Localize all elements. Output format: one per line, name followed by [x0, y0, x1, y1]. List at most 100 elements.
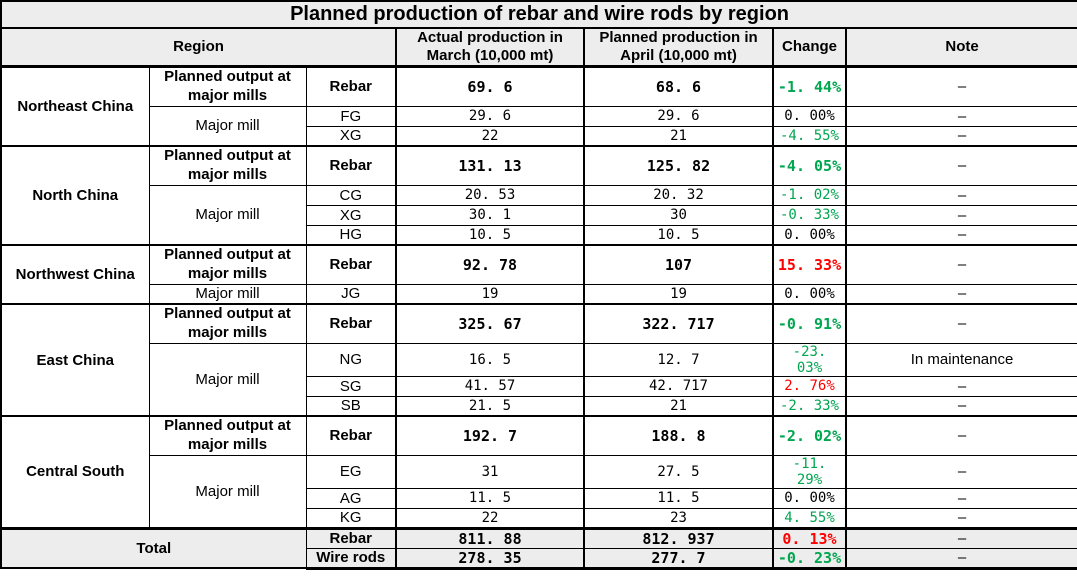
table-row: Major mill CG 20. 53 20. 32 -1. 02% –	[1, 184, 1077, 246]
header-march: Actual production in March (10,000 mt)	[395, 27, 585, 68]
mill-code: AG	[305, 487, 397, 509]
change-value: -2. 02%	[772, 415, 847, 456]
category-label: Planned output at major mills	[148, 303, 307, 344]
region-name: North China	[0, 145, 150, 246]
product-label: Rebar	[305, 65, 397, 107]
product-label: Rebar	[305, 415, 397, 456]
change-value: -4. 55%	[772, 125, 847, 147]
march-value: 69. 6	[395, 65, 585, 107]
march-value: 10. 5	[395, 224, 585, 246]
table-row: Central South Planned output at major mi…	[0, 415, 1077, 529]
april-value: 812. 937	[583, 526, 774, 549]
mill-code: XG	[305, 204, 397, 226]
region-name: Northwest China	[0, 244, 150, 305]
note-value: –	[844, 415, 1077, 456]
category-label: Major mill	[148, 184, 307, 246]
change-value: -2. 33%	[772, 395, 847, 417]
table-row: Major mill EG 31 27. 5 -11. 29% –	[1, 454, 1077, 529]
change-value: 0. 00%	[772, 283, 847, 305]
march-value: 325. 67	[395, 303, 585, 344]
mill-code: CG	[305, 184, 397, 206]
production-table: Planned production of rebar and wire rod…	[0, 0, 1077, 570]
note-value: –	[844, 283, 1077, 305]
note-value: –	[844, 526, 1077, 549]
note-value: In maintenance	[844, 342, 1077, 377]
mill-code: FG	[305, 105, 397, 127]
march-value: 31	[395, 454, 585, 489]
mill-code: EG	[305, 454, 397, 489]
change-value: 4. 55%	[772, 507, 847, 529]
table-row: HG 10. 5 10. 5 0. 00% –	[1, 224, 1077, 246]
note-value: –	[844, 454, 1077, 489]
march-value: 811. 88	[395, 526, 585, 549]
mill-code: SB	[305, 395, 397, 417]
april-value: 125. 82	[583, 145, 774, 186]
change-value: -4. 05%	[772, 145, 847, 186]
march-value: 30. 1	[395, 204, 585, 226]
change-value: -23. 03%	[772, 342, 847, 377]
mill-code: KG	[305, 507, 397, 529]
table-row: Major mill JG 19 19 0. 00% –	[1, 283, 1077, 305]
change-value: 0. 13%	[772, 526, 847, 549]
april-value: 12. 7	[583, 342, 774, 377]
total-product-label: Rebar	[305, 526, 397, 549]
change-value: 0. 00%	[772, 224, 847, 246]
product-label: Rebar	[305, 145, 397, 186]
march-value: 11. 5	[395, 487, 585, 509]
march-value: 19	[395, 283, 585, 305]
note-value: –	[844, 244, 1077, 285]
category-label: Planned output at major mills	[148, 244, 307, 285]
product-label: Rebar	[305, 303, 397, 344]
april-value: 27. 5	[583, 454, 774, 489]
mill-code: NG	[305, 342, 397, 377]
table-row: SB 21. 5 21 -2. 33% –	[1, 395, 1077, 417]
note-value: –	[844, 204, 1077, 226]
april-value: 188. 8	[583, 415, 774, 456]
table-row: Northeast China Planned output at major …	[0, 65, 1077, 147]
note-value: –	[844, 547, 1077, 570]
mill-code: XG	[305, 125, 397, 147]
category-label: Major mill	[148, 454, 307, 529]
march-value: 192. 7	[395, 415, 585, 456]
total-label: Total	[0, 526, 307, 569]
note-value: –	[844, 105, 1077, 127]
change-value: 2. 76%	[772, 375, 847, 397]
change-value: -0. 33%	[772, 204, 847, 226]
category-label: Major mill	[148, 105, 307, 147]
note-value: –	[844, 65, 1077, 107]
table-title: Planned production of rebar and wire rod…	[0, 0, 1077, 29]
category-label: Major mill	[148, 283, 307, 305]
region-name: Northeast China	[0, 65, 150, 147]
mill-code: SG	[305, 375, 397, 397]
april-value: 19	[583, 283, 774, 305]
change-value: -1. 02%	[772, 184, 847, 206]
march-value: 16. 5	[395, 342, 585, 377]
note-value: –	[844, 224, 1077, 246]
total-product-label: Wire rods	[305, 547, 397, 570]
mill-code: JG	[305, 283, 397, 305]
region-name: Central South	[0, 415, 150, 529]
table-row: Major mill FG 29. 6 29. 6 0. 00% –	[1, 105, 1077, 147]
category-label: Planned output at major mills	[148, 145, 307, 186]
note-value: –	[844, 375, 1077, 397]
product-label: Rebar	[305, 244, 397, 285]
april-value: 30	[583, 204, 774, 226]
note-value: –	[844, 145, 1077, 186]
april-value: 29. 6	[583, 105, 774, 127]
march-value: 22	[395, 507, 585, 529]
april-value: 11. 5	[583, 487, 774, 509]
note-value: –	[844, 507, 1077, 529]
category-label: Planned output at major mills	[148, 65, 307, 107]
header-april: Planned production in April (10,000 mt)	[583, 27, 774, 68]
april-value: 10. 5	[583, 224, 774, 246]
april-value: 107	[583, 244, 774, 285]
change-value: -11. 29%	[772, 454, 847, 489]
april-value: 20. 32	[583, 184, 774, 206]
april-value: 68. 6	[583, 65, 774, 107]
table-row: KG 22 23 4. 55% –	[1, 507, 1077, 529]
march-value: 22	[395, 125, 585, 147]
change-value: 15. 33%	[772, 244, 847, 285]
change-value: -0. 91%	[772, 303, 847, 344]
note-value: –	[844, 395, 1077, 417]
header-region: Region	[0, 27, 397, 68]
